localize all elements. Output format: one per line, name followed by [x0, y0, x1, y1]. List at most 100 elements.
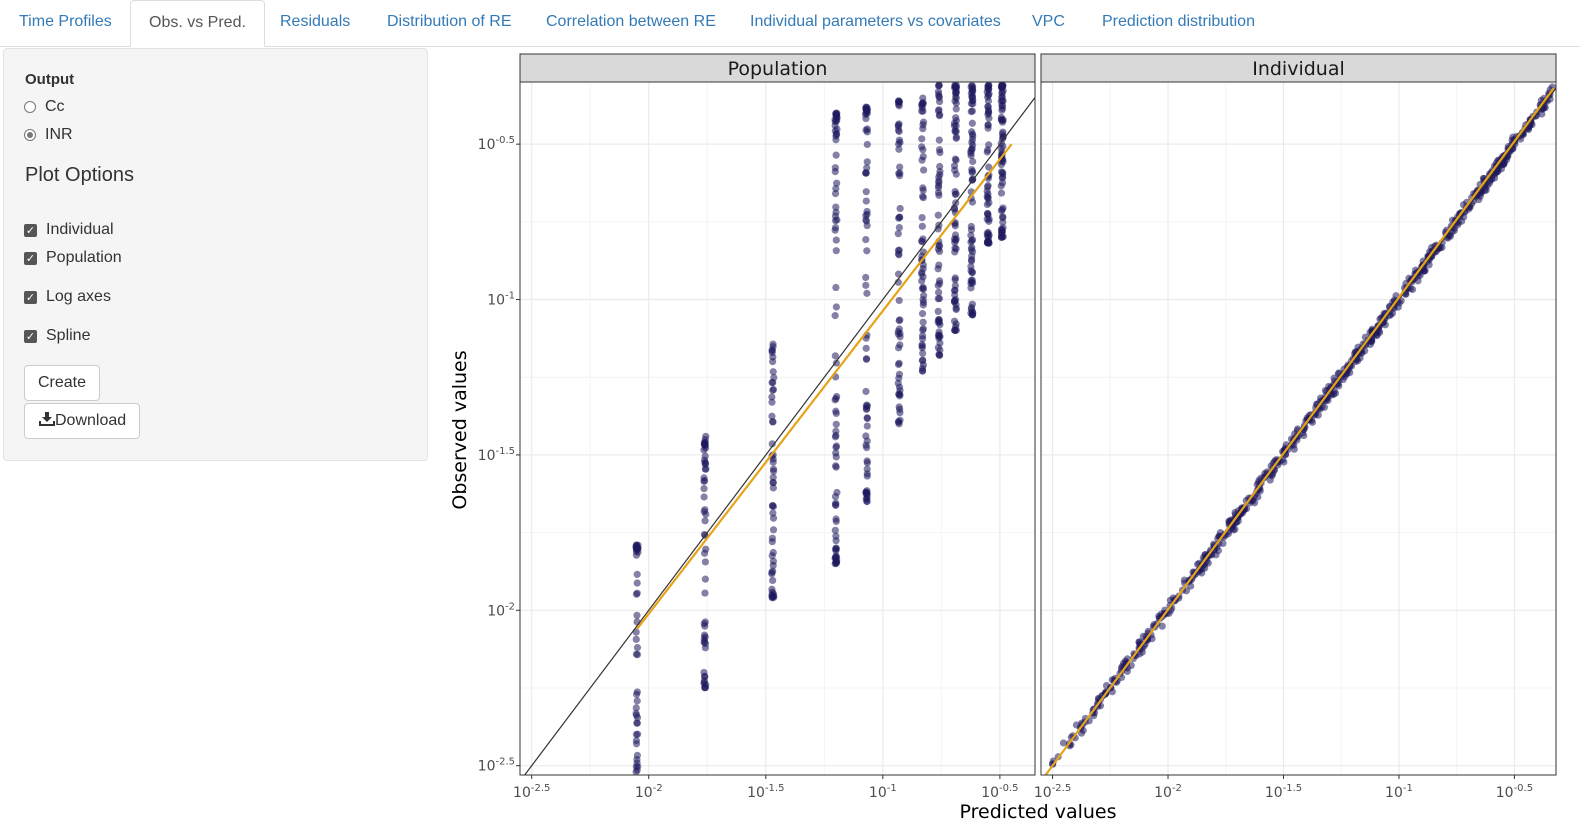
data-point — [1499, 154, 1507, 162]
data-point — [1443, 233, 1451, 241]
option-individual[interactable]: ✓ Individual — [24, 221, 114, 239]
data-point — [1516, 135, 1525, 143]
data-point — [632, 709, 640, 717]
data-point — [896, 163, 904, 171]
data-point — [1341, 373, 1349, 381]
checkbox-log-axes[interactable]: ✓ — [24, 290, 37, 304]
data-point — [633, 545, 641, 554]
data-point — [1096, 702, 1105, 710]
tab-distribution-of-re[interactable]: Distribution of RE — [387, 13, 512, 30]
data-point — [1540, 102, 1548, 110]
checkbox-individual[interactable]: ✓ — [24, 223, 37, 237]
data-point — [985, 199, 993, 207]
data-point — [895, 120, 903, 128]
data-point — [1340, 365, 1348, 373]
data-point — [1244, 494, 1253, 502]
data-point — [1473, 192, 1481, 200]
data-point — [1408, 275, 1417, 283]
data-point — [967, 276, 975, 285]
data-point — [768, 594, 776, 602]
data-point — [967, 303, 976, 312]
data-point — [832, 431, 840, 440]
data-point — [1314, 404, 1323, 412]
output-option-inr[interactable]: INR — [24, 126, 73, 144]
data-point — [1110, 676, 1118, 684]
data-point — [768, 440, 776, 448]
data-point — [700, 474, 708, 482]
data-point — [983, 232, 992, 240]
data-point — [1327, 391, 1336, 399]
data-point — [918, 342, 926, 350]
data-point — [1449, 216, 1457, 224]
data-point — [1234, 517, 1242, 525]
data-point — [918, 100, 926, 108]
data-point — [702, 432, 710, 440]
data-point — [1479, 174, 1487, 183]
data-point — [1526, 118, 1535, 126]
data-point — [1377, 314, 1385, 322]
download-button[interactable]: Download — [24, 403, 141, 439]
data-point — [895, 296, 903, 305]
data-point — [998, 83, 1006, 92]
data-point — [1490, 162, 1499, 170]
tab-time-profiles[interactable]: Time Profiles — [19, 13, 112, 30]
data-point — [1240, 505, 1248, 513]
data-point — [1228, 523, 1236, 531]
option-log-axes[interactable]: ✓ Log axes — [24, 288, 111, 306]
data-point — [863, 222, 871, 230]
data-point — [1236, 510, 1245, 518]
data-point — [1463, 198, 1471, 206]
checkbox-population[interactable]: ✓ — [24, 251, 37, 265]
data-point — [895, 213, 904, 221]
data-point — [918, 156, 926, 164]
data-point — [998, 168, 1007, 177]
data-point — [983, 192, 991, 201]
data-point — [1417, 263, 1426, 271]
data-point — [1219, 533, 1228, 541]
data-point — [1161, 609, 1169, 618]
create-button[interactable]: Create — [24, 365, 101, 401]
data-point — [832, 463, 840, 471]
data-point — [968, 300, 976, 308]
data-point — [1248, 496, 1256, 504]
tab-residuals[interactable]: Residuals — [280, 13, 351, 30]
data-point — [1505, 144, 1513, 153]
data-point — [952, 301, 960, 309]
option-spline[interactable]: ✓ Spline — [24, 327, 90, 345]
data-point — [1094, 702, 1102, 710]
data-point — [1246, 497, 1255, 505]
data-point — [832, 544, 840, 552]
checkbox-spline[interactable]: ✓ — [24, 329, 37, 343]
data-point — [919, 152, 927, 161]
data-point — [1468, 194, 1476, 202]
option-population[interactable]: ✓ Population — [24, 249, 122, 267]
output-option-cc[interactable]: Cc — [24, 98, 65, 116]
data-point — [700, 631, 709, 639]
radio-cc[interactable] — [24, 101, 36, 113]
tab-obs-vs-pred[interactable]: Obs. vs Pred. — [130, 0, 265, 47]
tab-correlation-between-re[interactable]: Correlation between RE — [546, 13, 716, 30]
data-point — [633, 579, 641, 587]
tab-vpc[interactable]: VPC — [1032, 13, 1065, 30]
data-point — [770, 373, 778, 382]
data-point — [918, 344, 926, 352]
data-point — [951, 281, 959, 290]
tab-individual-parameters-vs-covariates[interactable]: Individual parameters vs covariates — [750, 13, 1001, 30]
tab-prediction-distribution[interactable]: Prediction distribution — [1102, 13, 1255, 30]
data-point — [769, 567, 777, 575]
data-point — [1107, 684, 1115, 692]
data-point — [1166, 596, 1174, 604]
radio-inr[interactable] — [24, 129, 36, 141]
data-point — [1330, 374, 1338, 382]
data-point — [1142, 632, 1150, 641]
data-point — [1390, 301, 1398, 309]
data-point — [700, 678, 708, 687]
data-point — [1434, 242, 1442, 251]
data-point — [1404, 284, 1412, 293]
data-point — [895, 246, 903, 254]
data-point — [700, 508, 708, 516]
data-point — [998, 93, 1006, 101]
data-point — [863, 401, 871, 409]
data-point — [894, 278, 902, 286]
y-tick-label: 10-2 — [487, 601, 515, 619]
